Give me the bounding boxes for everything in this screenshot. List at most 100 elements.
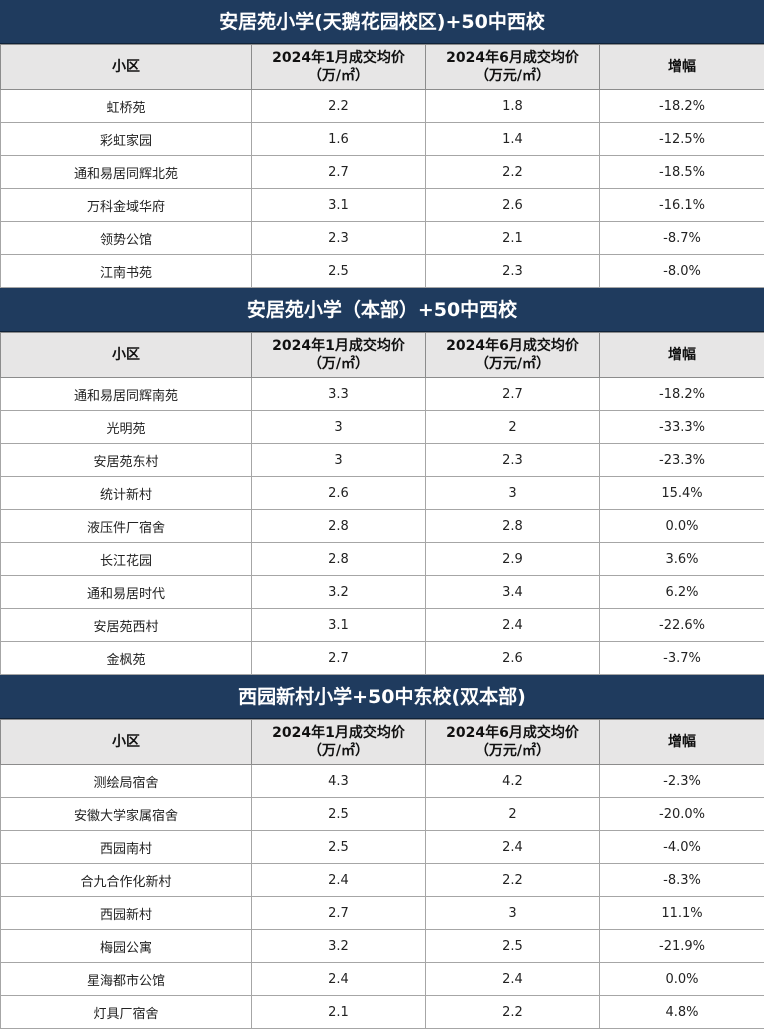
jun-price-cell: 2.6 bbox=[425, 641, 600, 675]
jan-price-cell: 2.5 bbox=[251, 254, 426, 288]
change-cell: -22.6% bbox=[599, 608, 764, 642]
table-row: 领势公馆 2.3 2.1 -8.7% bbox=[0, 221, 764, 255]
table-row: 西园新村 2.7 3 11.1% bbox=[0, 896, 764, 930]
change-cell: -8.3% bbox=[599, 863, 764, 897]
community-name-cell: 江南书苑 bbox=[0, 254, 252, 288]
community-name-cell: 西园南村 bbox=[0, 830, 252, 864]
jun-price-cell: 3 bbox=[425, 896, 600, 930]
jan-price-cell: 2.4 bbox=[251, 962, 426, 996]
jun-price-cell: 4.2 bbox=[425, 764, 600, 798]
change-cell: -33.3% bbox=[599, 410, 764, 444]
jan-price-cell: 1.6 bbox=[251, 122, 426, 156]
change-cell: -21.9% bbox=[599, 929, 764, 963]
jun-price-cell: 2 bbox=[425, 797, 600, 831]
header-jun-price: 2024年6月成交均价 （万元/㎡） bbox=[425, 719, 600, 765]
community-name-cell: 光明苑 bbox=[0, 410, 252, 444]
jun-price-cell: 2.6 bbox=[425, 188, 600, 222]
change-cell: 0.0% bbox=[599, 509, 764, 543]
jun-price-cell: 2.4 bbox=[425, 608, 600, 642]
jan-price-cell: 3.2 bbox=[251, 575, 426, 609]
table-row: 合九合作化新村 2.4 2.2 -8.3% bbox=[0, 863, 764, 897]
jun-price-cell: 2 bbox=[425, 410, 600, 444]
table-row: 梅园公寓 3.2 2.5 -21.9% bbox=[0, 929, 764, 963]
jun-price-cell: 2.2 bbox=[425, 995, 600, 1029]
community-name-cell: 虹桥苑 bbox=[0, 89, 252, 123]
change-cell: -23.3% bbox=[599, 443, 764, 477]
table-row: 安居苑西村 3.1 2.4 -22.6% bbox=[0, 608, 764, 642]
change-cell: 11.1% bbox=[599, 896, 764, 930]
section-title: 安居苑小学（本部）+50中西校 bbox=[0, 288, 764, 332]
community-name-cell: 灯具厂宿舍 bbox=[0, 995, 252, 1029]
header-row: 小区 2024年1月成交均价 （万/㎡） 2024年6月成交均价 （万元/㎡） 增幅 bbox=[0, 332, 764, 378]
jan-price-cell: 2.5 bbox=[251, 797, 426, 831]
jun-price-cell: 2.9 bbox=[425, 542, 600, 576]
table-row: 金枫苑 2.7 2.6 -3.7% bbox=[0, 641, 764, 675]
jan-price-cell: 2.8 bbox=[251, 509, 426, 543]
jun-price-cell: 3 bbox=[425, 476, 600, 510]
header-jan-price: 2024年1月成交均价 （万/㎡） bbox=[251, 44, 426, 90]
jun-price-cell: 2.4 bbox=[425, 962, 600, 996]
jan-price-cell: 3.2 bbox=[251, 929, 426, 963]
table-row: 测绘局宿舍 4.3 4.2 -2.3% bbox=[0, 764, 764, 798]
table-row: 万科金域华府 3.1 2.6 -16.1% bbox=[0, 188, 764, 222]
change-cell: -4.0% bbox=[599, 830, 764, 864]
table-row: 通和易居同辉南苑 3.3 2.7 -18.2% bbox=[0, 377, 764, 411]
header-jan-price: 2024年1月成交均价 （万/㎡） bbox=[251, 719, 426, 765]
community-name-cell: 西园新村 bbox=[0, 896, 252, 930]
section-title: 西园新村小学+50中东校(双本部) bbox=[0, 675, 764, 719]
change-cell: -8.0% bbox=[599, 254, 764, 288]
community-name-cell: 星海都市公馆 bbox=[0, 962, 252, 996]
jan-price-cell: 2.7 bbox=[251, 641, 426, 675]
jun-price-cell: 1.4 bbox=[425, 122, 600, 156]
table-row: 西园南村 2.5 2.4 -4.0% bbox=[0, 830, 764, 864]
change-cell: -3.7% bbox=[599, 641, 764, 675]
table-row: 虹桥苑 2.2 1.8 -18.2% bbox=[0, 89, 764, 123]
community-name-cell: 彩虹家园 bbox=[0, 122, 252, 156]
school-district-section: 西园新村小学+50中东校(双本部) 小区 2024年1月成交均价 （万/㎡） 20… bbox=[0, 675, 764, 1029]
school-district-section: 安居苑小学（本部）+50中西校 小区 2024年1月成交均价 （万/㎡） 2024… bbox=[0, 288, 764, 675]
jan-price-cell: 2.2 bbox=[251, 89, 426, 123]
change-cell: 6.2% bbox=[599, 575, 764, 609]
jan-price-cell: 2.7 bbox=[251, 155, 426, 189]
table-row: 江南书苑 2.5 2.3 -8.0% bbox=[0, 254, 764, 288]
jun-price-cell: 2.8 bbox=[425, 509, 600, 543]
jan-price-cell: 2.7 bbox=[251, 896, 426, 930]
community-name-cell: 领势公馆 bbox=[0, 221, 252, 255]
table-row: 通和易居同辉北苑 2.7 2.2 -18.5% bbox=[0, 155, 764, 189]
community-name-cell: 安徽大学家属宿舍 bbox=[0, 797, 252, 831]
change-cell: -20.0% bbox=[599, 797, 764, 831]
jun-price-cell: 2.4 bbox=[425, 830, 600, 864]
jun-price-cell: 3.4 bbox=[425, 575, 600, 609]
change-cell: -8.7% bbox=[599, 221, 764, 255]
header-change: 增幅 bbox=[599, 44, 764, 90]
section-title: 安居苑小学(天鹅花园校区)+50中西校 bbox=[0, 0, 764, 44]
table-row: 安居苑东村 3 2.3 -23.3% bbox=[0, 443, 764, 477]
header-change: 增幅 bbox=[599, 719, 764, 765]
jan-price-cell: 2.6 bbox=[251, 476, 426, 510]
community-name-cell: 测绘局宿舍 bbox=[0, 764, 252, 798]
header-jun-price: 2024年6月成交均价 （万元/㎡） bbox=[425, 332, 600, 378]
header-jun-price: 2024年6月成交均价 （万元/㎡） bbox=[425, 44, 600, 90]
change-cell: 4.8% bbox=[599, 995, 764, 1029]
change-cell: 0.0% bbox=[599, 962, 764, 996]
jan-price-cell: 2.3 bbox=[251, 221, 426, 255]
jan-price-cell: 3 bbox=[251, 410, 426, 444]
table-row: 彩虹家园 1.6 1.4 -12.5% bbox=[0, 122, 764, 156]
price-table: 小区 2024年1月成交均价 （万/㎡） 2024年6月成交均价 （万元/㎡） 增幅… bbox=[0, 332, 764, 675]
community-name-cell: 通和易居同辉南苑 bbox=[0, 377, 252, 411]
header-community: 小区 bbox=[0, 44, 252, 90]
community-name-cell: 安居苑东村 bbox=[0, 443, 252, 477]
jan-price-cell: 2.8 bbox=[251, 542, 426, 576]
jun-price-cell: 1.8 bbox=[425, 89, 600, 123]
community-name-cell: 合九合作化新村 bbox=[0, 863, 252, 897]
header-change: 增幅 bbox=[599, 332, 764, 378]
community-name-cell: 液压件厂宿舍 bbox=[0, 509, 252, 543]
community-name-cell: 安居苑西村 bbox=[0, 608, 252, 642]
table-row: 长江花园 2.8 2.9 3.6% bbox=[0, 542, 764, 576]
header-row: 小区 2024年1月成交均价 （万/㎡） 2024年6月成交均价 （万元/㎡） 增幅 bbox=[0, 44, 764, 90]
community-name-cell: 长江花园 bbox=[0, 542, 252, 576]
change-cell: -18.2% bbox=[599, 377, 764, 411]
jan-price-cell: 3 bbox=[251, 443, 426, 477]
